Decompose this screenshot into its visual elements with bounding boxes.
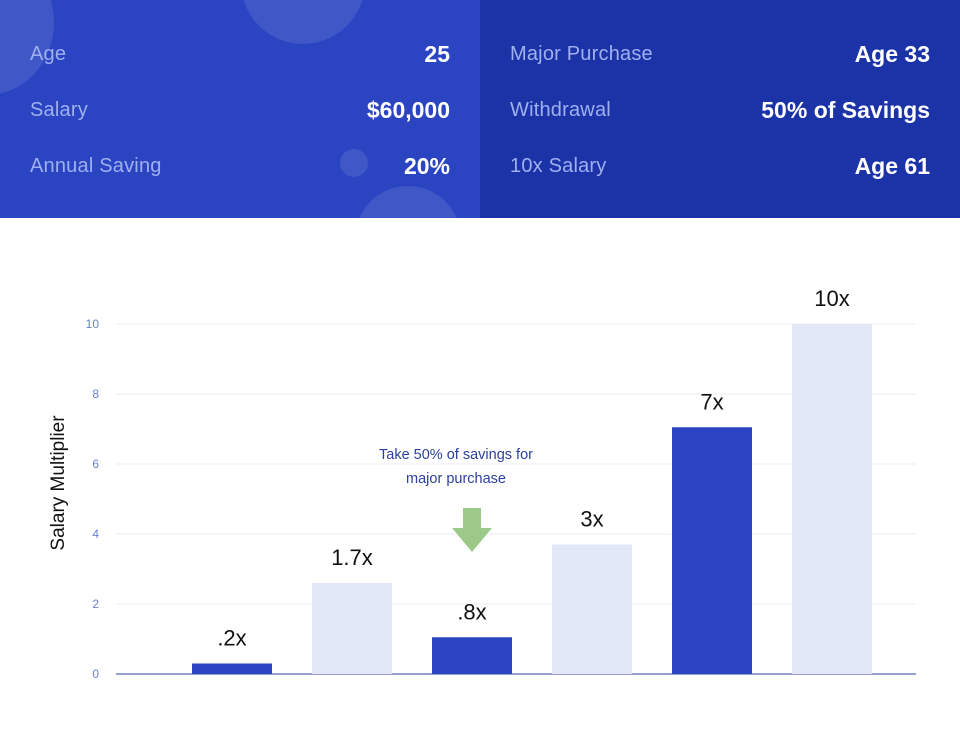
bar-data-label: 10x [814,286,849,311]
bar-data-label: 3x [580,507,603,532]
decorative-circle [340,149,368,177]
bar-data-label: .2x [217,626,246,651]
summary-label: Withdrawal [510,98,611,121]
down-arrow-shape [451,508,492,552]
down-arrow-icon [451,508,492,552]
summary-value: $60,000 [366,96,450,123]
summary-panel-left: Age 25 Salary $60,000 Annual Saving 20% [0,0,480,218]
bar [191,663,272,674]
y-tick-label: 6 [92,457,99,471]
chart-annotation: Take 50% of savings for major purchase [356,443,556,491]
summary-header: Age 25 Salary $60,000 Annual Saving 20% … [0,0,960,218]
summary-row-annual-saving: Annual Saving 20% [30,146,450,186]
y-tick-label: 8 [92,387,99,401]
bar [791,324,872,674]
summary-panel-right: Major Purchase Age 33 Withdrawal 50% of … [480,0,960,218]
annotation-line: major purchase [406,471,506,487]
chart-canvas: 0 2 4 6 8 10 .2x 1.7x .8x 3x 7x 10x Salary Multipl… [48,286,916,681]
y-tick-label: 0 [92,667,99,681]
summary-label: Major Purchase [510,42,653,65]
bar [431,637,512,674]
bar [671,427,752,674]
summary-label: Annual Saving [30,154,162,177]
summary-row-major-purchase: Major Purchase Age 33 [510,34,930,74]
salary-multiplier-chart: 0 2 4 6 8 10 .2x 1.7x .8x 3x 7x 10x Salary Multipl… [0,218,960,735]
summary-value: Age 61 [854,152,930,179]
summary-label: Age [30,42,67,65]
summary-value: 20% [403,152,450,179]
summary-row-age: Age 25 [30,34,450,74]
y-axis-label: Salary Multiplier [48,415,69,551]
y-tick-label: 2 [92,597,99,611]
bar-data-label: 7x [700,389,723,414]
bar [551,544,632,674]
annotation-line: Take 50% of savings for [379,447,533,463]
y-tick-label: 10 [86,317,100,331]
summary-label: 10x Salary [510,154,607,177]
summary-value: 50% of Savings [761,96,930,123]
summary-value: Age 33 [854,40,930,67]
summary-value: 25 [424,40,450,67]
y-tick-label: 4 [92,527,99,541]
bar-data-label: 1.7x [331,545,373,570]
summary-row-10x-salary: 10x Salary Age 61 [510,146,930,186]
summary-row-withdrawal: Withdrawal 50% of Savings [510,90,930,130]
summary-row-salary: Salary $60,000 [30,90,450,130]
summary-label: Salary [30,98,88,121]
bar [311,583,392,674]
bar-data-label: .8x [457,599,486,624]
decorative-circle [355,186,461,218]
